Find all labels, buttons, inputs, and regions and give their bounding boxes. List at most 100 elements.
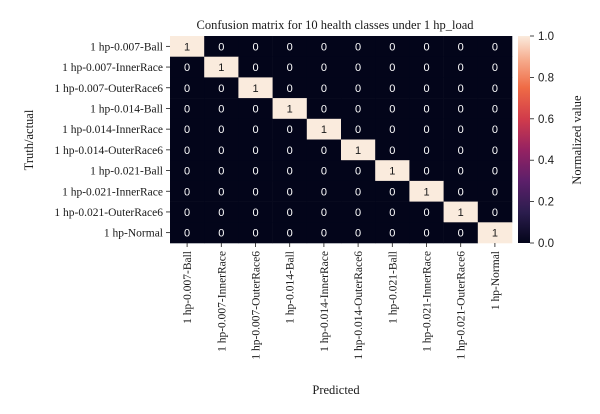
x-tick-label: 1 hp-0.007-OuterRace6 — [251, 251, 263, 360]
cell-value-label: 0 — [184, 186, 190, 198]
x-tick-label: 1 hp-Normal — [490, 251, 502, 310]
x-axis-label: Predicted — [312, 383, 360, 397]
heatmap-cell — [443, 118, 479, 140]
colorbar-tick-label: 0.8 — [538, 72, 554, 84]
y-tick-label: 1 hp-0.007-InnerRace — [62, 62, 163, 74]
cell-value-label: 0 — [218, 228, 224, 240]
cell-value-label: 0 — [252, 166, 258, 178]
cell-value-label: 1 — [184, 41, 190, 53]
y-tick-label: 1 hp-0.014-Ball — [90, 103, 163, 115]
cell-value-label: 0 — [252, 186, 258, 198]
cell-value-label: 0 — [184, 228, 190, 240]
heatmap-cell — [272, 36, 308, 57]
heatmap-cell — [477, 160, 513, 182]
cell-value-label: 0 — [458, 124, 464, 136]
cell-value-label: 0 — [458, 62, 464, 74]
cell-value-label: 0 — [423, 83, 429, 95]
heatmap-cell — [341, 201, 376, 223]
cell-value-label: 0 — [321, 83, 327, 95]
cell-value-label: 0 — [252, 62, 258, 74]
heatmap-cell — [375, 201, 410, 223]
cell-value-label: 0 — [423, 62, 429, 74]
heatmap-cell — [375, 77, 410, 99]
cell-value-label: 0 — [389, 207, 395, 219]
heatmap-cell — [341, 56, 376, 78]
cell-value-label: 0 — [287, 83, 293, 95]
colorbar-ticks: 0.0 0.2 0.4 0.6 0.8 1.0 — [530, 31, 555, 250]
cell-value-label: 0 — [184, 124, 190, 136]
colorbar — [518, 36, 530, 243]
x-tick-label: 1 hp-0.007-InnerRace — [216, 251, 228, 352]
heatmap-cell — [272, 77, 308, 99]
cell-value-label: 0 — [218, 145, 224, 157]
heatmap-cell — [477, 222, 513, 244]
heatmap-cell — [477, 201, 513, 223]
heatmap-cell — [204, 36, 239, 57]
heatmap-cell — [306, 222, 342, 244]
y-tick-label: 1 hp-0.021-OuterRace6 — [54, 207, 163, 219]
cell-value-label: 1 — [355, 145, 361, 157]
cell-value-label: 0 — [218, 83, 224, 95]
cell-value-label: 0 — [287, 186, 293, 198]
cell-value-label: 0 — [492, 166, 498, 178]
cell-value-label: 0 — [321, 103, 327, 115]
heatmap-cell — [375, 139, 410, 161]
heatmap-cell — [272, 180, 308, 202]
heatmap-cell — [306, 56, 342, 78]
cell-value-label: 0 — [218, 186, 224, 198]
colorbar-tick-label: 0.2 — [538, 197, 554, 209]
cell-value-label: 0 — [184, 145, 190, 157]
cell-value-label: 0 — [287, 62, 293, 74]
heatmap-cell — [409, 160, 444, 182]
cell-value-label: 0 — [321, 62, 327, 74]
cell-value-label: 0 — [458, 41, 464, 53]
heatmap-cell — [477, 36, 513, 57]
cell-value-label: 0 — [355, 124, 361, 136]
cell-value-label: 0 — [218, 207, 224, 219]
heatmap-cell — [306, 201, 342, 223]
cell-value-label: 0 — [355, 41, 361, 53]
cell-value-label: 1 — [389, 166, 395, 178]
cell-value-label: 0 — [492, 207, 498, 219]
heatmap-cell — [443, 77, 479, 99]
cell-value-label: 1 — [218, 62, 224, 74]
heatmap-cell — [204, 77, 239, 99]
y-tick-label: 1 hp-0.021-Ball — [90, 166, 163, 178]
x-tick-label: 1 hp-0.021-OuterRace6 — [456, 251, 468, 360]
x-tick-labels: 1 hp-0.007-Ball 1 hp-0.007-InnerRace 1 hp-… — [182, 243, 502, 360]
cell-value-label: 0 — [184, 166, 190, 178]
cell-value-label: 0 — [389, 103, 395, 115]
heatmap-cell — [341, 36, 376, 57]
cell-value-label: 0 — [492, 145, 498, 157]
heatmap-cell — [306, 98, 342, 120]
heatmap-cell — [272, 56, 308, 78]
heatmap-cell — [170, 139, 205, 161]
cell-value-label: 0 — [458, 103, 464, 115]
cell-value-label: 0 — [492, 103, 498, 115]
heatmap-cell — [409, 36, 444, 57]
y-tick-label: 1 hp-0.014-OuterRace6 — [54, 145, 163, 157]
y-tick-label: 1 hp-Normal — [104, 228, 163, 240]
cell-value-label: 0 — [355, 186, 361, 198]
cell-value-label: 0 — [321, 228, 327, 240]
heatmap-cell — [443, 56, 479, 78]
heatmap-cell — [477, 56, 513, 78]
cell-value-label: 1 — [321, 124, 327, 136]
cell-value-label: 0 — [492, 186, 498, 198]
heatmap-cell — [170, 98, 205, 120]
heatmap-cell — [443, 139, 479, 161]
heatmap-cell — [238, 160, 273, 182]
heatmap-cell — [443, 222, 479, 244]
y-axis-label: Truth/actual — [22, 109, 36, 170]
heatmap-cell — [341, 222, 376, 244]
cell-value-label: 0 — [355, 103, 361, 115]
cell-value-label: 0 — [252, 145, 258, 157]
heatmap-cell — [443, 201, 479, 223]
heatmap-cell — [477, 77, 513, 99]
cell-value-label: 0 — [423, 41, 429, 53]
heatmap-cell — [204, 160, 239, 182]
heatmap-cell — [306, 118, 342, 140]
heatmap-cell — [170, 77, 205, 99]
cell-value-label: 0 — [458, 186, 464, 198]
